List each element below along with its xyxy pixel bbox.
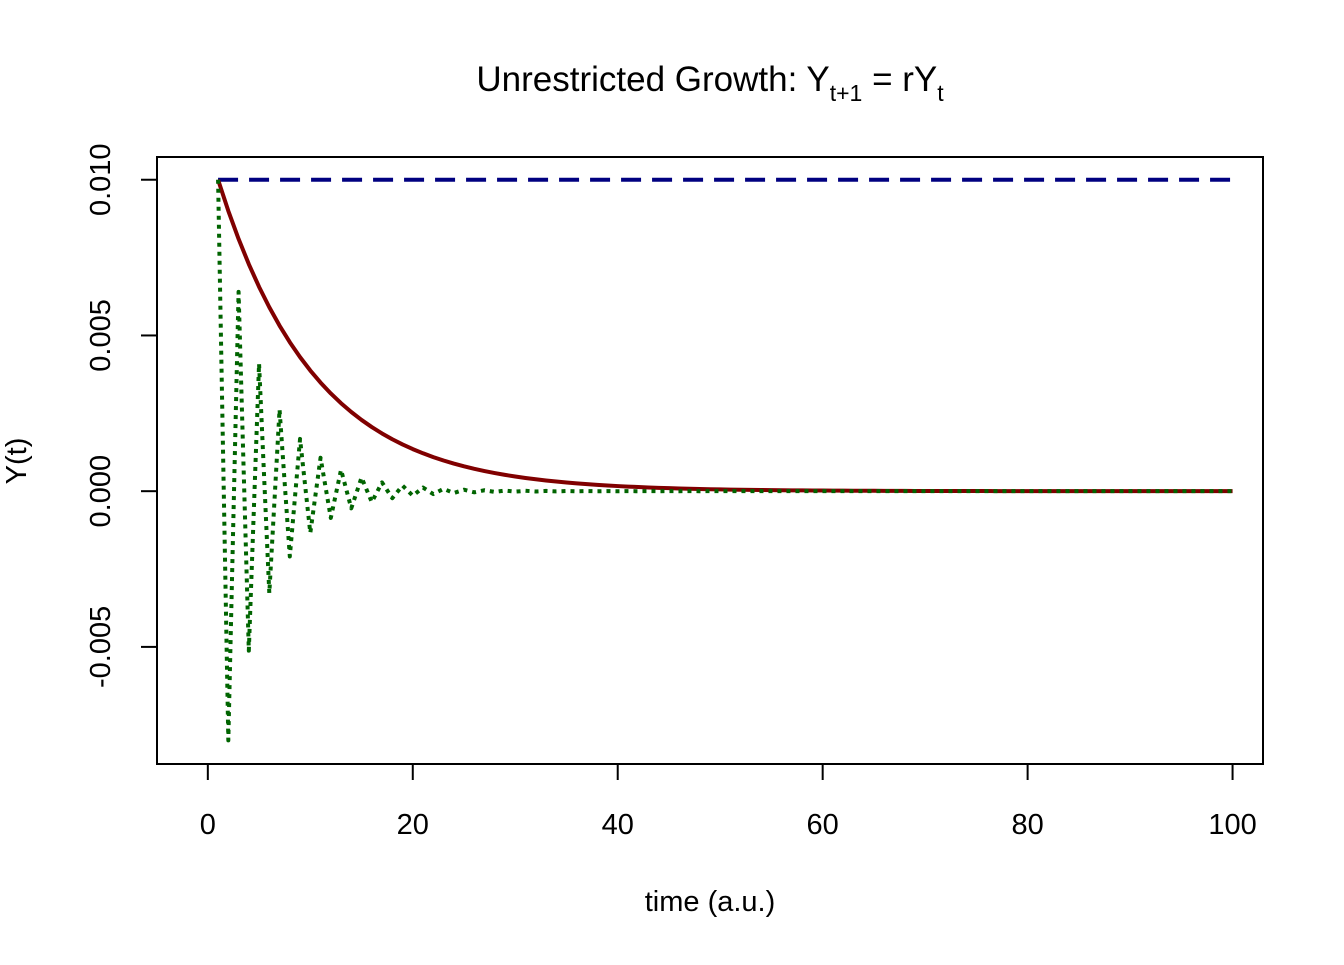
x-tick-label: 60 [807, 809, 839, 841]
series-line-r-0_9 [216, 179, 1233, 494]
x-tick-label: 0 [200, 809, 216, 841]
x-tick-label: 80 [1011, 809, 1043, 841]
y-tick-label: 0.000 [85, 455, 117, 528]
y-axis-label: Y(t) [1, 438, 33, 485]
x-tick-label: 100 [1208, 809, 1256, 841]
x-axis: 0 20 40 60 80 100 [200, 763, 1257, 841]
series-layer [216, 177, 1233, 743]
x-axis-label: time (a.u.) [645, 886, 776, 918]
y-tick-label: 0.010 [85, 143, 117, 216]
y-tick-label: -0.005 [85, 606, 117, 688]
x-tick-label: 40 [602, 809, 634, 841]
x-tick-label: 20 [397, 809, 429, 841]
y-tick-label: 0.005 [85, 299, 117, 372]
chart-title: Unrestricted Growth: Yt+1 = rYt [476, 60, 944, 106]
plot-frame [156, 156, 1264, 765]
y-axis: -0.005 0.000 0.005 0.010 [85, 143, 158, 688]
series-line-r-neg0_8 [216, 179, 1233, 743]
